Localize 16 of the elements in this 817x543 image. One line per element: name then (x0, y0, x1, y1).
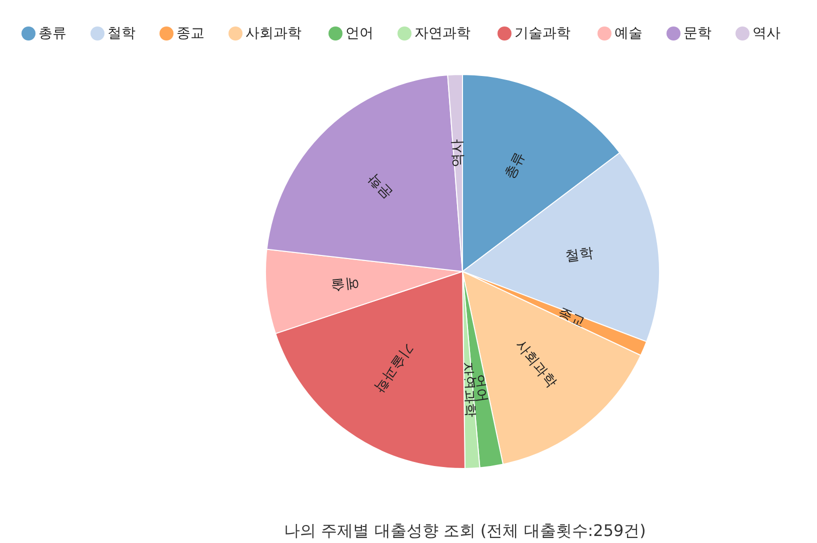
slice-label: 역사 (450, 139, 467, 168)
legend-label: 사회과학 (246, 26, 302, 42)
legend-label: 예술 (614, 26, 642, 42)
legend-label: 자연과학 (414, 26, 470, 42)
legend-label: 철학 (108, 26, 136, 42)
legend-label: 언어 (346, 26, 374, 42)
legend-label: 기술과학 (514, 26, 570, 42)
text: 나의 주제별 대출성향 조회 (전체 대출횟수:259건) (284, 521, 646, 540)
legend-label: 종교 (176, 26, 204, 42)
legend-label: 문학 (684, 26, 712, 42)
legend-label: 총류 (38, 26, 66, 42)
slice-label: 예술 (330, 274, 360, 294)
slice-label: 철학 (564, 244, 595, 265)
slice-label: 문학 (365, 170, 396, 202)
slice-label: 총류 (502, 150, 529, 182)
legend-label: 역사 (752, 26, 780, 42)
